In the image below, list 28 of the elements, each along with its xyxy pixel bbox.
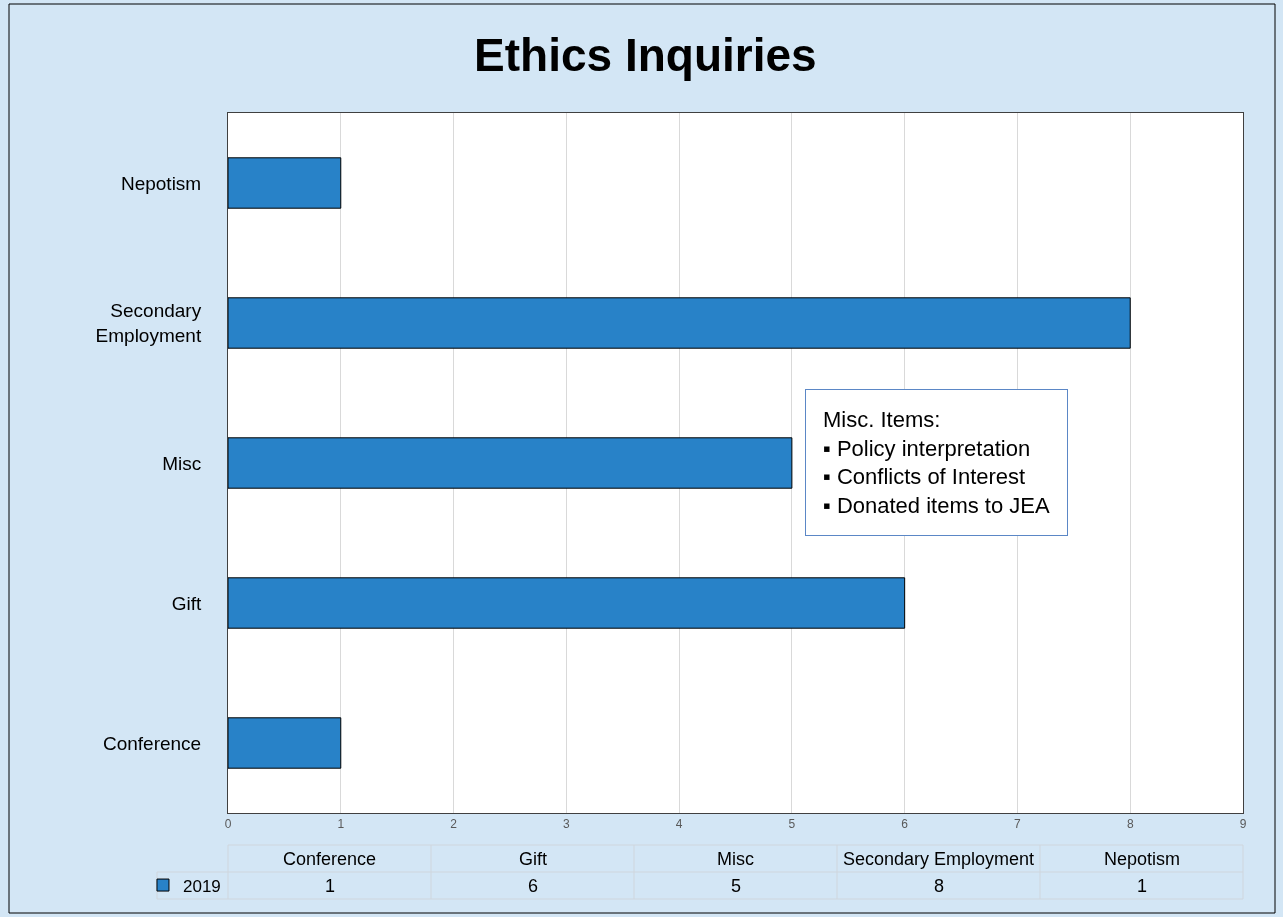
text: 6 <box>528 876 539 896</box>
x-tick-label: 0 <box>224 817 232 832</box>
text: 1 <box>1137 876 1148 896</box>
x-tick-label: 1 <box>337 817 345 832</box>
x-tick-label: 3 <box>562 817 570 832</box>
x-tick-label: 4 <box>675 817 683 832</box>
x-tick-label: 9 <box>1239 817 1247 832</box>
x-tick-label: 8 <box>1126 817 1134 832</box>
legend-label: 2019 <box>182 876 221 896</box>
x-tick-label: 6 <box>901 817 909 832</box>
y-tick-label: Misc <box>162 452 202 474</box>
text: 5 <box>731 876 742 896</box>
x-tick-label: 7 <box>1014 817 1022 832</box>
x-tick-label: 5 <box>788 817 796 832</box>
y-tick-label: Nepotism <box>120 172 202 194</box>
category-label: Misc <box>717 849 754 869</box>
y-tick-label: Conference <box>102 732 202 754</box>
category-label: Conference <box>283 849 377 869</box>
category-label: Nepotism <box>1104 849 1181 869</box>
chart-title: Ethics Inquiries <box>474 29 817 82</box>
annotation: Misc. Items: ▪ Policy interpretation ▪ Conflicts of Interest ▪ Donated items to JEA <box>823 407 1051 518</box>
y-tick-label: Secondary Employment <box>95 300 202 346</box>
category-label: Secondary Employment <box>843 849 1035 869</box>
category-label: Gift <box>519 849 548 869</box>
text: 1 <box>325 876 336 896</box>
y-tick-label: Gift <box>171 592 202 614</box>
x-tick-label: 2 <box>450 817 458 832</box>
text: 8 <box>934 876 945 896</box>
